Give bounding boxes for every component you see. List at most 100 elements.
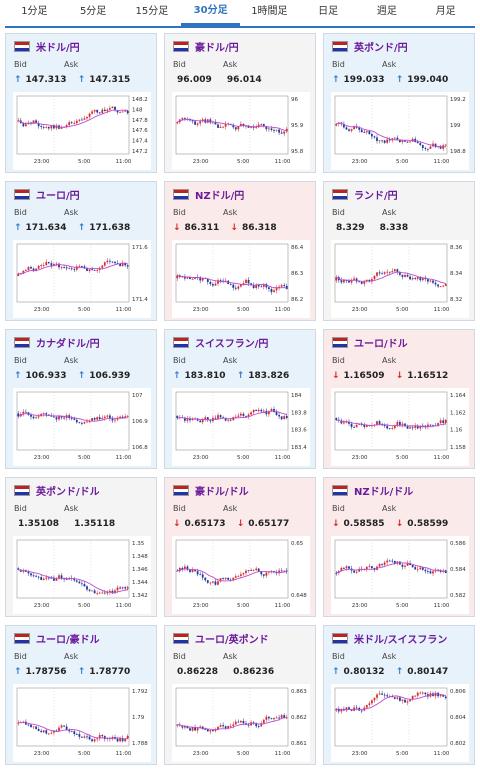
candle xyxy=(47,126,50,129)
rate-card[interactable]: スイスフラン/円 Bid Ask ↑ 183.810 ↑ 183.826 184 183… xyxy=(164,329,316,469)
rate-card[interactable]: ユーロ/円 Bid Ask ↑ 171.634 ↑ 171.638 171.6 171.… xyxy=(5,181,157,321)
y-tick-label: 1.348 xyxy=(132,554,148,560)
candle xyxy=(421,145,424,148)
ask-label: Ask xyxy=(64,208,79,217)
candle xyxy=(17,273,20,276)
y-tick-label: 0.802 xyxy=(450,741,466,747)
candle xyxy=(393,561,396,564)
candle xyxy=(414,425,417,428)
tab-3[interactable]: 30分足 xyxy=(181,0,240,26)
rate-card[interactable]: 米ドル/スイスフラン Bid Ask ↑ 0.80132 ↑ 0.80147 0.80… xyxy=(323,625,475,765)
candle xyxy=(406,701,409,703)
candle xyxy=(368,279,371,282)
bid-value: 1.35108 xyxy=(18,519,59,529)
candle xyxy=(53,578,55,581)
candle xyxy=(262,574,265,576)
rate-card[interactable]: ランド/円 Bid Ask 8.329 8.338 8.36 8.34 8.32 23:… xyxy=(323,181,475,321)
pair-name: 英ポンド/円 xyxy=(354,42,408,54)
candle xyxy=(81,423,83,424)
tab-6[interactable]: 週足 xyxy=(376,6,397,17)
candle xyxy=(201,419,204,423)
rate-card[interactable]: カナダドル/円 Bid Ask ↑ 106.933 ↑ 106.939 107 106.… xyxy=(5,329,157,469)
bid-ask-values: ↑ 106.933 ↑ 106.939 xyxy=(14,371,138,381)
y-tick-label: 106.9 xyxy=(132,419,148,425)
bid-label: Bid xyxy=(332,652,345,661)
candle xyxy=(257,568,260,572)
candle xyxy=(78,734,81,737)
candle xyxy=(88,736,91,740)
candle xyxy=(124,738,127,742)
candle xyxy=(191,569,194,572)
candle xyxy=(409,699,411,702)
candle xyxy=(196,123,199,125)
candle xyxy=(60,267,63,268)
y-tick-label: 171.4 xyxy=(132,297,148,303)
candle xyxy=(268,411,270,415)
candle xyxy=(124,416,127,419)
tab-1[interactable]: 5分足 xyxy=(79,6,107,17)
candle xyxy=(365,131,368,133)
candle xyxy=(388,560,391,562)
tab-4[interactable]: 1時間足 xyxy=(251,6,288,17)
candle xyxy=(70,122,73,124)
ask-label: Ask xyxy=(382,504,397,513)
arrow-icon: ↑ xyxy=(77,371,86,381)
tab-2[interactable]: 15分足 xyxy=(135,6,169,17)
candle xyxy=(283,285,286,286)
candle xyxy=(222,126,224,128)
moving-average-line xyxy=(18,262,128,275)
rate-card[interactable]: NZドル/ドル Bid Ask ↓ 0.58585 ↓ 0.58599 0.586 0.… xyxy=(323,477,475,617)
rate-card[interactable]: NZドル/円 Bid Ask ↓ 86.311 ↓ 86.318 86.4 86.3 86… xyxy=(164,181,316,321)
candle xyxy=(121,111,124,113)
tab-5[interactable]: 日足 xyxy=(318,6,339,17)
rate-card[interactable]: 豪ドル/円 Bid Ask 96.009 96.014 96 95.9 95.8 23:… xyxy=(164,33,316,173)
candle xyxy=(116,587,119,591)
rate-card[interactable]: ユーロ/豪ドル Bid Ask ↑ 1.78756 ↑ 1.78770 1.792 1.… xyxy=(5,625,157,765)
y-tick-label: 0.648 xyxy=(291,593,307,599)
rate-card[interactable]: ユーロ/英ポンド Bid Ask 0.86228 0.86236 0.863 0.8… xyxy=(164,625,316,765)
candle xyxy=(181,725,184,728)
rate-card[interactable]: 豪ドル/ドル Bid Ask ↓ 0.65173 ↓ 0.65177 0.65 0.64… xyxy=(164,477,316,617)
y-tick-label: 1.35 xyxy=(132,541,145,547)
candlestick-chart: 0.806 0.804 0.802 23:00 5:00 11:00 xyxy=(334,687,466,757)
candle xyxy=(91,590,93,592)
tab-7[interactable]: 月足 xyxy=(435,6,456,17)
y-tick-label: 1.342 xyxy=(132,593,148,599)
candle xyxy=(83,584,86,587)
bid-value: ↑ 0.80132 xyxy=(332,667,385,677)
candle xyxy=(91,418,93,422)
tab-0[interactable]: 1分足 xyxy=(21,6,48,17)
bid-ask-values: ↑ 0.80132 ↑ 0.80147 xyxy=(332,667,456,677)
rate-card[interactable]: 英ポンド/ドル Bid Ask 1.35108 1.35118 1.35 1.348… xyxy=(5,477,157,617)
flag-icon xyxy=(14,484,30,496)
candle xyxy=(50,263,53,266)
candle xyxy=(247,414,250,417)
candle xyxy=(209,582,212,584)
candle xyxy=(222,725,224,727)
candlestick-chart: 184 183.8 183.6 183.4 23:00 5:00 11:00 xyxy=(175,391,307,461)
rate-card[interactable]: 米ドル/円 Bid Ask ↑ 147.313 ↑ 147.315 148.2 148 1… xyxy=(5,33,157,173)
candle xyxy=(32,268,35,272)
arrow-icon: ↓ xyxy=(236,519,245,529)
candle xyxy=(53,416,55,418)
candle xyxy=(81,119,83,121)
rate-card[interactable]: ユーロ/ドル Bid Ask ↓ 1.16509 ↓ 1.16512 1.164 1.1… xyxy=(323,329,475,469)
candle xyxy=(109,590,111,593)
candle xyxy=(93,739,96,742)
candle xyxy=(55,417,58,420)
candle xyxy=(421,567,424,570)
candle xyxy=(119,263,121,267)
candle xyxy=(37,576,40,578)
candle xyxy=(189,277,191,279)
moving-average-line xyxy=(18,413,128,422)
candle xyxy=(427,279,429,282)
candle xyxy=(22,123,25,127)
candle xyxy=(212,581,214,583)
candle xyxy=(439,286,442,288)
card-title: ユーロ/英ポンド xyxy=(173,631,269,646)
bid-ask-labels: Bid Ask xyxy=(14,356,114,365)
moving-average-line xyxy=(336,693,446,711)
rate-card[interactable]: 英ポンド/円 Bid Ask ↑ 199.033 ↑ 199.040 199.2 199… xyxy=(323,33,475,173)
candle xyxy=(60,725,63,728)
candle xyxy=(247,125,250,128)
